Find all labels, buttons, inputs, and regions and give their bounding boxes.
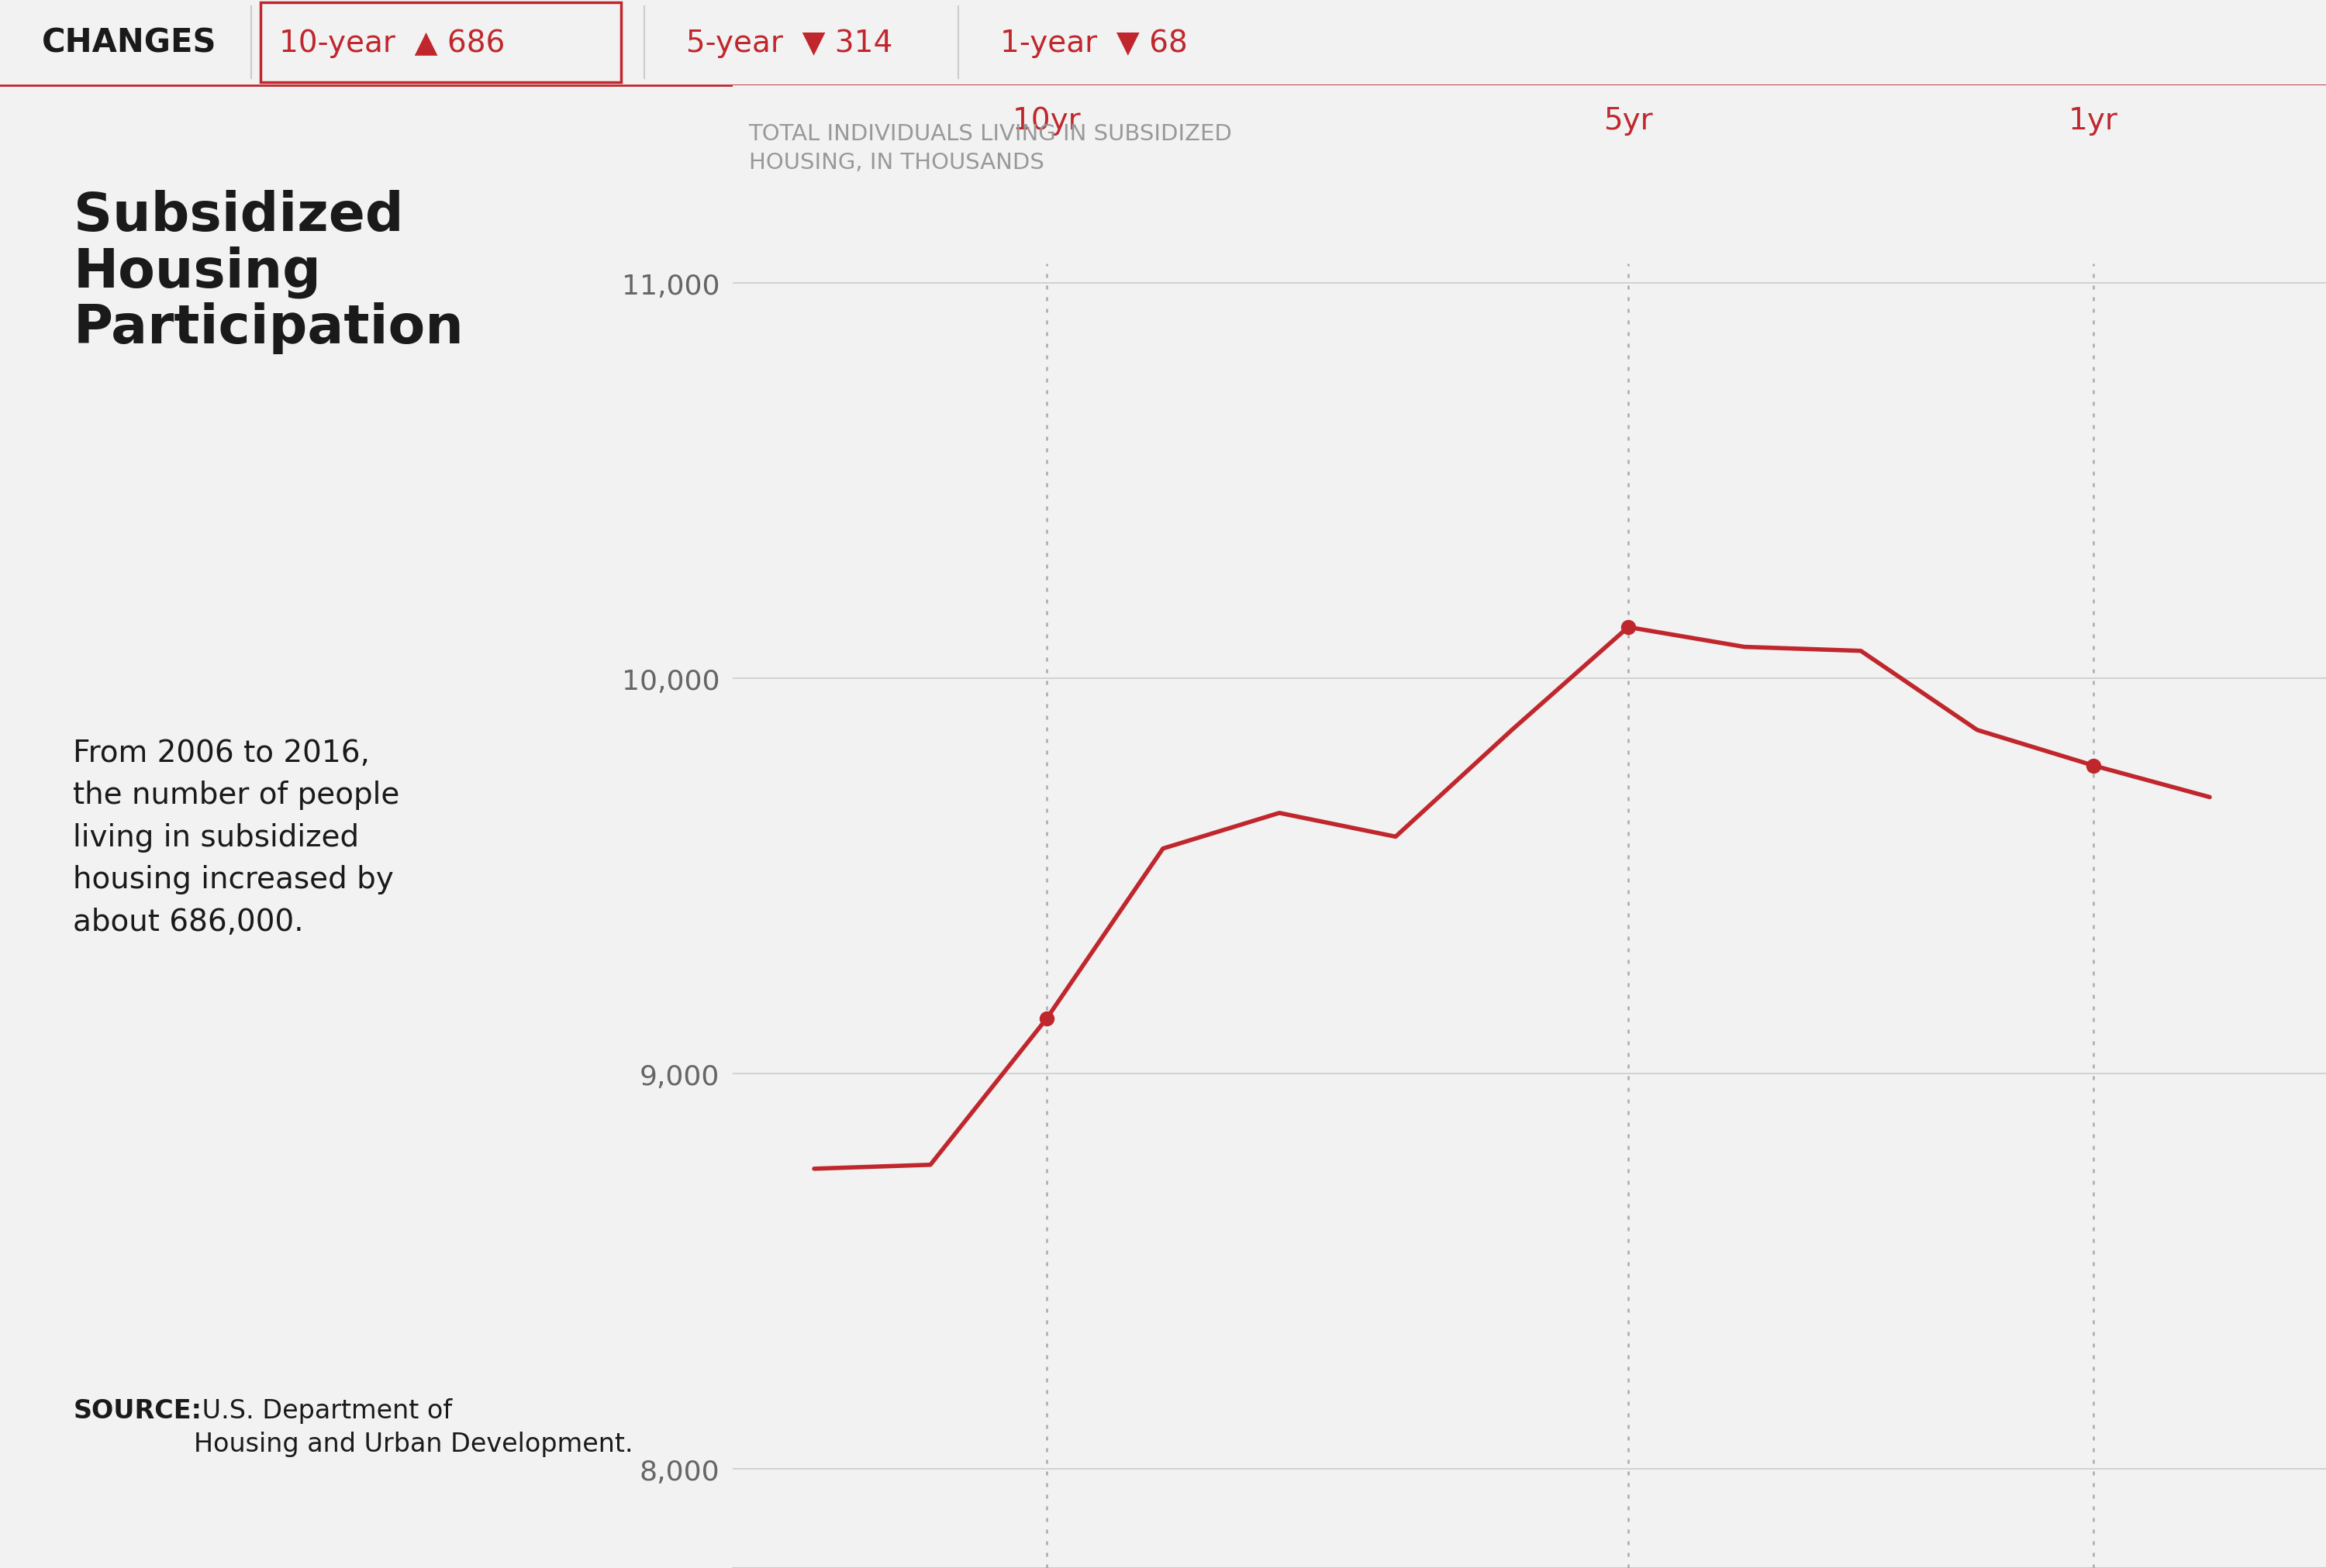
Text: TOTAL INDIVIDUALS LIVING IN SUBSIDIZED
HOUSING, IN THOUSANDS: TOTAL INDIVIDUALS LIVING IN SUBSIDIZED H… (749, 124, 1233, 174)
Text: From 2006 to 2016,
the number of people
living in subsidized
housing increased b: From 2006 to 2016, the number of people … (74, 739, 400, 936)
Bar (261, 3, 621, 83)
Text: 10yr: 10yr (1012, 107, 1082, 135)
Text: 5yr: 5yr (1603, 107, 1654, 135)
Text: SOURCE:: SOURCE: (74, 1397, 202, 1424)
Text: CHANGES: CHANGES (42, 27, 216, 60)
Text: U.S. Department of
Housing and Urban Development.: U.S. Department of Housing and Urban Dev… (193, 1397, 633, 1457)
Text: 1-year  ▼ 68: 1-year ▼ 68 (1000, 28, 1189, 58)
Text: 10-year  ▲ 686: 10-year ▲ 686 (279, 28, 505, 58)
Text: 1yr: 1yr (2068, 107, 2119, 135)
Text: 5-year  ▼ 314: 5-year ▼ 314 (686, 28, 893, 58)
Text: Subsidized
Housing
Participation: Subsidized Housing Participation (74, 190, 463, 354)
